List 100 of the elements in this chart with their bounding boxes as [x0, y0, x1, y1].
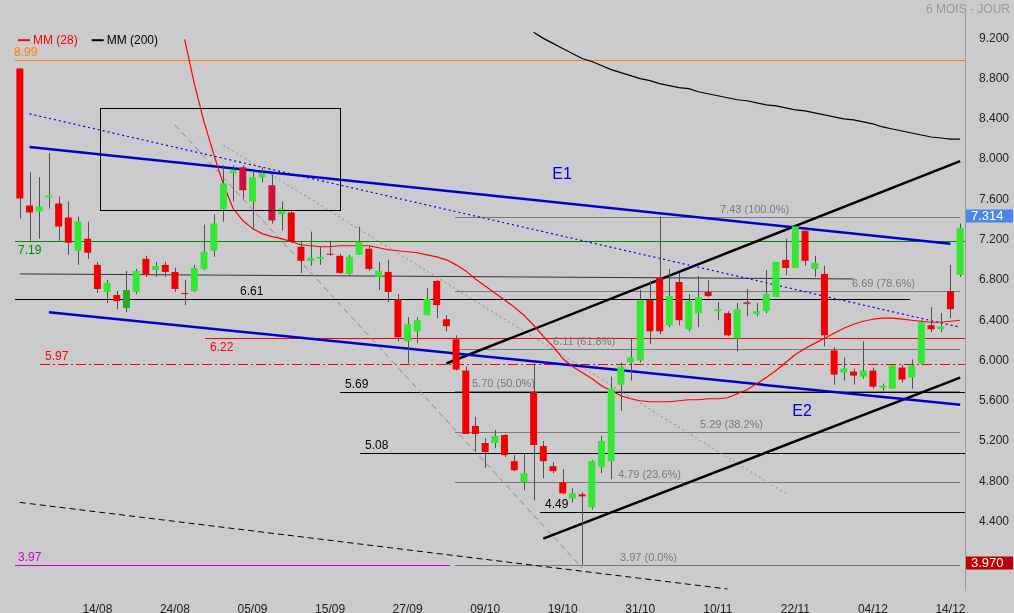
candlestick [239, 164, 247, 199]
candlestick [404, 316, 412, 365]
candlestick [782, 238, 790, 276]
y-tick-label: 7.200 [979, 232, 1010, 246]
candlestick [501, 433, 509, 458]
candlestick [520, 452, 528, 491]
candlestick [229, 164, 237, 202]
y-tick-label: 5.600 [979, 393, 1010, 408]
x-tick-label: 09/10 [470, 601, 501, 613]
legend-label: MM (28) [33, 32, 78, 47]
candlestick [132, 268, 140, 295]
x-tick-label: 27/09 [392, 601, 423, 613]
candlestick [103, 279, 111, 304]
candlestick [539, 440, 547, 479]
y-tick-label: 6.000 [979, 352, 1010, 367]
candlestick [743, 288, 751, 317]
ref-line-label: 5.08 [365, 437, 389, 452]
candlestick [316, 246, 324, 266]
x-tick-label: 15/09 [315, 601, 346, 613]
candlestick [627, 337, 635, 382]
annotation: E2 [792, 402, 812, 420]
candlestick [190, 264, 198, 293]
candlestick [908, 358, 916, 390]
candlestick [946, 264, 954, 319]
y-tick-label: 4.800 [979, 473, 1010, 488]
candlestick [200, 224, 208, 271]
y-tick-label: 6.800 [979, 272, 1010, 287]
candlestick [578, 491, 586, 566]
candlestick [278, 200, 286, 232]
candlestick [937, 312, 945, 333]
candlestick [122, 270, 130, 313]
candlestick [724, 310, 731, 337]
x-tick-label: 31/10 [625, 601, 656, 613]
x-tick-label: 10/11 [703, 601, 733, 613]
candlestick [26, 171, 34, 242]
ref-line-label: 7.19 [18, 242, 42, 257]
candlestick [384, 259, 392, 303]
ref-line-label: 5.70 (50.0%) [472, 377, 535, 390]
candlestick [869, 367, 877, 390]
candlestick [927, 306, 935, 333]
candlestick [84, 221, 92, 260]
candlestick [326, 240, 334, 257]
x-tick-label: 04/12 [857, 601, 889, 613]
candlestick [307, 231, 315, 267]
x-tick-label: 05/09 [237, 601, 268, 613]
ref-line-label: 8.99 [14, 44, 38, 59]
y-tick-label: 8.000 [979, 151, 1010, 166]
candlestick [181, 279, 189, 306]
ref-line-label: 6.22 [210, 339, 234, 354]
candlestick [491, 429, 499, 449]
y-tick-label: 5.200 [979, 433, 1010, 448]
candlestick [336, 253, 344, 275]
candlestick [297, 240, 305, 274]
candlestick [859, 340, 867, 380]
candlestick [714, 301, 722, 321]
candlestick [413, 316, 421, 344]
y-tick-label: 8.800 [979, 70, 1010, 85]
candlestick [35, 176, 43, 240]
candlestick [365, 245, 373, 272]
candlestick [811, 255, 819, 278]
candlestick [617, 362, 625, 412]
candlestick [45, 152, 53, 209]
candlestick [113, 290, 121, 310]
x-tick-label: 24/08 [159, 601, 191, 613]
ref-line-label: 6.69 (78.6%) [852, 277, 915, 290]
text: 3.970 [971, 554, 1004, 570]
annotation: E1 [552, 165, 572, 183]
ref-line-label: 6.61 [240, 283, 264, 298]
candlestick [762, 269, 770, 314]
candlestick [840, 356, 848, 382]
ref-line-label: 3.97 [18, 549, 42, 564]
candlestick [481, 437, 489, 469]
candlestick [345, 254, 353, 276]
ref-line-label: 7.43 (100.0%) [720, 203, 790, 216]
ref-line-label: 5.29 (38.2%) [700, 418, 763, 431]
candlestick [142, 255, 150, 278]
candlestick [375, 261, 383, 291]
x-tick-label: 19/10 [547, 601, 579, 613]
ref-line-label: 5.97 [45, 348, 69, 363]
candlestick [55, 195, 63, 242]
candlestick [471, 416, 479, 452]
ref-line-label: 5.69 [345, 376, 369, 391]
candlestick [888, 364, 896, 390]
ref-line-label: 4.49 [545, 496, 569, 511]
text: 7.314 [971, 207, 1004, 223]
y-tick-label: 4.400 [979, 513, 1010, 528]
y-tick-label: 8.400 [979, 111, 1010, 126]
y-tick-label: 7.600 [979, 191, 1010, 206]
candlestick [171, 267, 179, 293]
candlestick [355, 226, 363, 256]
y-tick-label: 9.200 [979, 30, 1010, 45]
ref-line-label: 4.79 (23.6%) [618, 468, 681, 481]
legend-label: MM (200) [106, 32, 159, 47]
x-tick-label: 14/12 [935, 601, 966, 613]
ref-line-label: 3.97 (0.0%) [620, 551, 677, 564]
candlestick [694, 275, 702, 328]
candlestick [559, 468, 567, 495]
y-tick-label: 6.400 [979, 312, 1010, 327]
x-tick-label: 22/11 [780, 601, 811, 613]
x-tick-label: 14/08 [82, 601, 113, 613]
